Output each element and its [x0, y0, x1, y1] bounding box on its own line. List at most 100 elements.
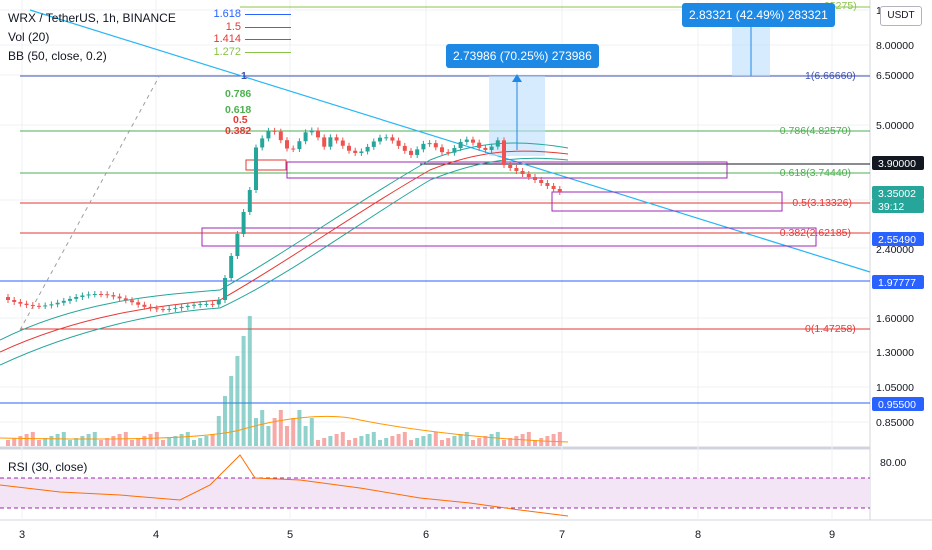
volume-bar: [365, 434, 370, 446]
candle-body: [402, 145, 407, 151]
volume-bar: [495, 432, 500, 446]
fib-left-label: 0.786: [225, 88, 251, 100]
volume-bar: [291, 418, 296, 446]
volume-bar: [316, 440, 320, 446]
candle-body: [173, 308, 178, 310]
volume-bar: [471, 440, 475, 446]
time-axis-tick: 9: [829, 529, 835, 541]
volume-bar: [340, 432, 345, 446]
volume-bar: [154, 432, 159, 446]
price-badge-label: 2.55490: [878, 234, 916, 246]
volume-bar: [452, 436, 457, 446]
candle-body: [12, 300, 17, 302]
candle-body: [551, 186, 556, 189]
volume-bar: [142, 436, 147, 446]
candle-body: [260, 138, 265, 148]
fib-legend-row: 1.272: [205, 46, 295, 59]
volume-bar: [111, 436, 116, 446]
volume-bar: [409, 440, 413, 446]
fib-right-label: 0.618(3.74440): [780, 167, 851, 179]
price-badge: [872, 186, 924, 200]
volume-bar: [130, 440, 134, 446]
volume-bar: [37, 440, 41, 446]
volume-bar: [378, 440, 382, 446]
candle-body: [204, 303, 209, 305]
volume-bar: [254, 418, 258, 446]
candle-body: [415, 149, 420, 155]
candle-body: [328, 137, 333, 147]
volume-legend[interactable]: Vol (20): [8, 30, 50, 44]
volume-bar: [167, 438, 172, 446]
candle-body: [353, 150, 358, 153]
volume-bar: [359, 436, 364, 446]
rsi-line: [0, 454, 569, 517]
price-axis-tick: 6.50000: [876, 70, 914, 82]
candle-body: [291, 148, 296, 150]
candle-body: [489, 146, 494, 150]
candle-body: [483, 147, 488, 150]
zone-rectangle-3: [551, 191, 783, 212]
candle-body: [185, 305, 190, 307]
rsi-legend[interactable]: RSI (30, close): [8, 460, 88, 474]
volume-bar: [477, 438, 482, 446]
symbol-legend[interactable]: WRX / TetherUS, 1h, BINANCE: [8, 11, 176, 25]
currency-button[interactable]: USDT: [880, 6, 922, 26]
time-axis-tick: 5: [287, 529, 293, 541]
candle-body: [161, 309, 165, 311]
rsi-band: [0, 478, 870, 508]
measure-label-2[interactable]: 2.83321 (42.49%) 283321: [682, 3, 835, 27]
candle-body: [18, 301, 23, 304]
candle-body: [223, 278, 227, 300]
bollinger-upper: [0, 142, 569, 341]
candle-body: [365, 146, 370, 152]
price-badge: [872, 156, 924, 170]
candle-body: [192, 304, 196, 306]
volume-bar: [260, 410, 265, 446]
candle-body: [396, 140, 401, 146]
candle-body: [99, 294, 103, 296]
candle-body: [347, 145, 351, 151]
candle-body: [167, 308, 172, 310]
candle-body: [384, 137, 389, 139]
measure-label-1[interactable]: 2.73986 (70.25%) 273986: [446, 44, 599, 68]
volume-bar: [74, 438, 79, 446]
volume-bar: [297, 410, 302, 446]
volume-bar: [235, 356, 240, 446]
candle-body: [471, 139, 475, 143]
candle-body: [111, 295, 116, 297]
candle-body: [390, 137, 395, 141]
candle-body: [539, 180, 544, 183]
measure-arrowhead-1: [512, 74, 522, 82]
price-axis-tick: 0.85000: [876, 417, 914, 429]
volume-bar: [440, 440, 444, 446]
fib-legend-row: 1.618: [205, 8, 295, 21]
price-badge: [872, 275, 924, 289]
candle-body: [92, 294, 97, 296]
candle-body: [433, 143, 438, 148]
volume-bar: [210, 434, 215, 446]
candle-body: [6, 297, 10, 300]
candle-body: [371, 141, 376, 147]
candle-body: [452, 148, 457, 153]
candle-body: [477, 142, 482, 148]
candle-body: [545, 183, 550, 186]
volume-bar: [539, 438, 544, 446]
candle-body: [86, 294, 91, 296]
candle-body: [74, 296, 79, 299]
volume-bar: [489, 434, 494, 446]
volume-bar: [105, 438, 110, 446]
time-axis-tick: 3: [19, 529, 25, 541]
price-badge: [872, 199, 924, 213]
fib-legend-swatch: [245, 51, 291, 53]
candle-body: [123, 298, 128, 301]
candle-body: [303, 132, 308, 142]
candle-body: [198, 304, 203, 306]
time-axis-tick: 8: [695, 529, 701, 541]
bollinger-legend[interactable]: BB (50, close, 0.2): [8, 49, 107, 63]
price-badge-label: 3.35002: [878, 188, 916, 200]
volume-bar: [384, 438, 389, 446]
candle-body: [508, 165, 513, 168]
price-axis-tick: 1.60000: [876, 313, 914, 325]
volume-bar: [247, 316, 252, 446]
